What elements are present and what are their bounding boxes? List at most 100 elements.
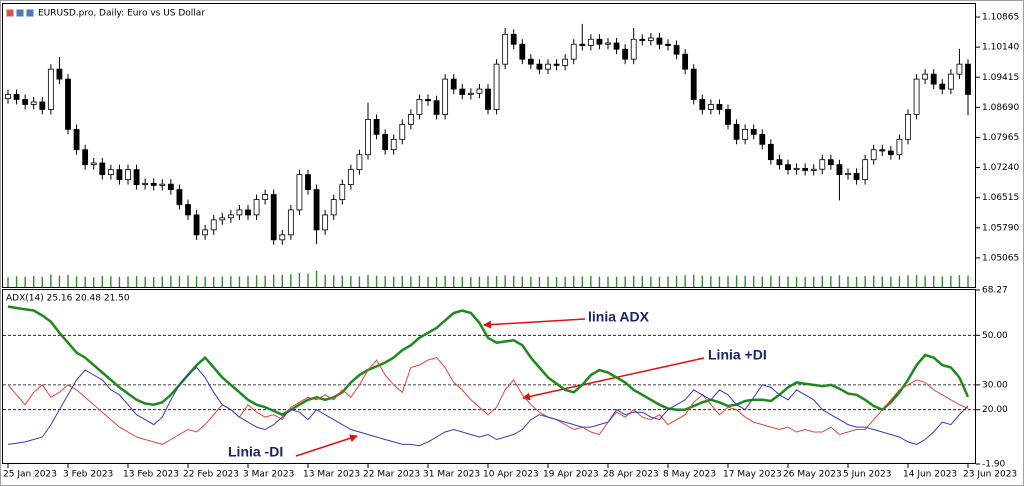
candle-body (219, 217, 226, 221)
series-line (7, 305, 970, 417)
candle-body (416, 99, 423, 115)
candle-body (399, 123, 406, 140)
candle-body (630, 38, 637, 60)
candle-body (142, 182, 149, 185)
candle-body (613, 42, 620, 50)
series-line (7, 357, 969, 445)
candle-body (656, 37, 663, 45)
x-tick-label: 3 Mar 2023 (243, 470, 294, 480)
candle-body (210, 219, 217, 231)
candle-body (313, 189, 320, 231)
candle-body (73, 128, 80, 151)
candle-body (56, 68, 63, 80)
y-tick-label: 1.09415 (982, 73, 1019, 83)
candle-body (193, 214, 200, 236)
candle-body (887, 150, 894, 156)
candle-body (562, 58, 569, 66)
y-tick-label: 1.07965 (982, 133, 1019, 143)
candle-body (862, 159, 869, 181)
candle-body (639, 38, 646, 41)
candle-body (956, 63, 963, 75)
x-tick-label: 13 Mar 2023 (303, 470, 360, 480)
candle-body (699, 99, 706, 110)
candle-body (476, 88, 483, 94)
candle-body (913, 78, 920, 115)
y-tick-label: 1.07240 (982, 163, 1019, 173)
y-tick-label: 68.27 (982, 286, 1008, 296)
candle-body (133, 169, 140, 185)
x-tick-label: 5 Jun 2023 (843, 470, 891, 480)
x-tick-label: 19 Apr 2023 (543, 470, 599, 480)
candle-body (707, 104, 714, 110)
x-tick-label: 23 Jun 2023 (963, 470, 1017, 480)
candle-body (545, 63, 551, 70)
candle-body (322, 214, 329, 231)
candle-body (262, 194, 269, 200)
candle-body (845, 172, 851, 176)
candle-body (767, 143, 774, 161)
candle-body (167, 183, 174, 190)
candle-body (467, 92, 474, 95)
price-panel (2, 3, 976, 288)
candle-body (853, 172, 860, 181)
candle-body (459, 88, 466, 95)
x-tick-label: 22 Mar 2023 (363, 470, 420, 480)
candle-body (947, 73, 954, 90)
y-tick-label: 1.06515 (982, 193, 1019, 203)
candle-body (493, 63, 500, 110)
candle-body (605, 42, 611, 45)
x-tick-label: 28 Apr 2023 (603, 470, 659, 480)
candle-body (176, 189, 183, 205)
x-tick-label: 8 May 2023 (663, 470, 716, 480)
candle-body (682, 53, 689, 70)
candle-body (22, 99, 29, 105)
candle-body (185, 204, 191, 216)
candle-body (47, 68, 54, 110)
candle-body (870, 149, 877, 161)
candle-body (896, 138, 903, 156)
candle-body (425, 99, 431, 102)
candle-body (810, 168, 817, 171)
candle-body (296, 174, 303, 211)
candle-body (570, 43, 577, 60)
candle-body (227, 214, 234, 219)
candle-body (802, 168, 809, 171)
candle-body (245, 209, 251, 216)
y-tick-label: -1.90 (982, 460, 1006, 470)
indicator-title: ADX(14) 25.16 20.48 21.50 (6, 294, 130, 304)
candle-body (785, 164, 791, 171)
candle-body (90, 162, 97, 166)
candle-body (647, 37, 654, 41)
y-tick-label: 1.10865 (982, 13, 1019, 23)
annotation: linia ADX (588, 309, 650, 325)
candle-body (347, 169, 354, 185)
y-tick-label: 50.00 (982, 331, 1008, 341)
candle-body (819, 159, 826, 170)
y-tick-label: 1.08690 (982, 103, 1019, 113)
series-line (7, 366, 969, 447)
candle-body (827, 159, 834, 166)
candle-body (939, 83, 946, 90)
candle-body (733, 123, 740, 140)
candle-body (82, 149, 89, 166)
indicator-panel (2, 289, 976, 464)
candle-body (596, 38, 603, 45)
candle-body (579, 43, 586, 46)
candle-body (750, 128, 757, 135)
candle-body (150, 182, 157, 186)
y-tick-label: 30.00 (982, 380, 1008, 390)
x-tick-label: 26 May 2023 (783, 470, 842, 480)
candle-body (287, 209, 294, 236)
candle-body (390, 138, 397, 151)
candle-body (450, 78, 457, 90)
candle-body (527, 58, 534, 65)
arrow (295, 434, 358, 457)
candle-body (776, 159, 783, 166)
candle-body (356, 154, 363, 171)
arrow (522, 357, 705, 401)
candle-body (502, 33, 509, 65)
candle-body (536, 63, 543, 70)
arrow (483, 318, 586, 329)
x-tick-label: 10 Apr 2023 (483, 470, 539, 480)
candle-body (253, 199, 260, 216)
